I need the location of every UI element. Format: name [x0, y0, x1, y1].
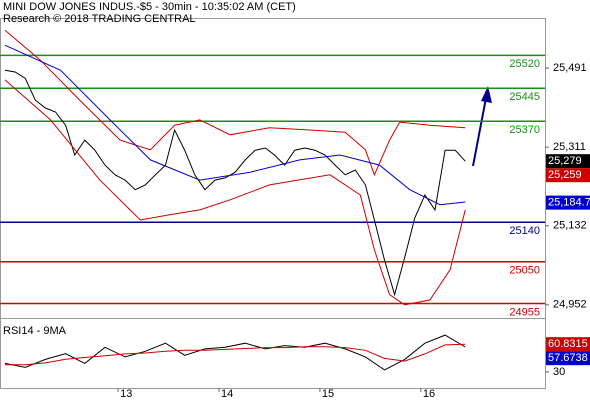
y-tick-label: 25,311: [553, 141, 586, 153]
price-tag-label: 60.8315: [548, 338, 588, 350]
series-line: [5, 343, 466, 366]
price-tag-label: 25,184.7: [548, 197, 590, 209]
y-tick-label: 24,952: [553, 299, 587, 311]
x-tick-label: 14: [221, 388, 233, 400]
arrow-head: [481, 86, 492, 103]
chart-title: MINI DOW JONES INDUS.-$5 - 30min - 10:35…: [3, 1, 296, 13]
level-label: 25050: [509, 265, 540, 277]
series-line: [4, 69, 466, 297]
x-tick-label: 16: [423, 388, 435, 400]
y-tick-label: 25,132: [553, 220, 587, 232]
level-label: 25445: [509, 91, 540, 103]
projection-arrow: [472, 86, 492, 167]
price-tag-box: [546, 154, 590, 169]
series-line: [4, 79, 466, 306]
level-label: 25140: [509, 225, 540, 237]
x-tick-label: 13: [120, 388, 132, 400]
x-tick-label: 15: [322, 388, 334, 400]
arrow-shaft: [472, 97, 487, 167]
price-tag-label: 25,279: [548, 155, 582, 167]
price-tag-box: [546, 168, 590, 183]
price-tag-label: 57.6738: [548, 352, 588, 364]
price-tag-label: 25,259: [548, 169, 582, 181]
level-label: 24955: [509, 306, 540, 318]
price-tag-box: [546, 195, 590, 210]
rsi-panel: [0, 318, 546, 389]
price-tag-box: [546, 351, 590, 366]
series-line: [4, 29, 466, 177]
y-tick-label: 30: [553, 366, 565, 378]
level-label: 25370: [509, 124, 540, 136]
rsi-title: RSI14 - 9MA: [3, 325, 67, 337]
chart-subtitle: Research © 2018 TRADING CENTRAL: [3, 13, 196, 25]
price-tag-box: [546, 337, 590, 352]
y-tick-label: 25,491: [553, 62, 587, 74]
series-line: [4, 44, 466, 206]
level-label: 25520: [509, 58, 540, 70]
series-line: [4, 334, 466, 371]
